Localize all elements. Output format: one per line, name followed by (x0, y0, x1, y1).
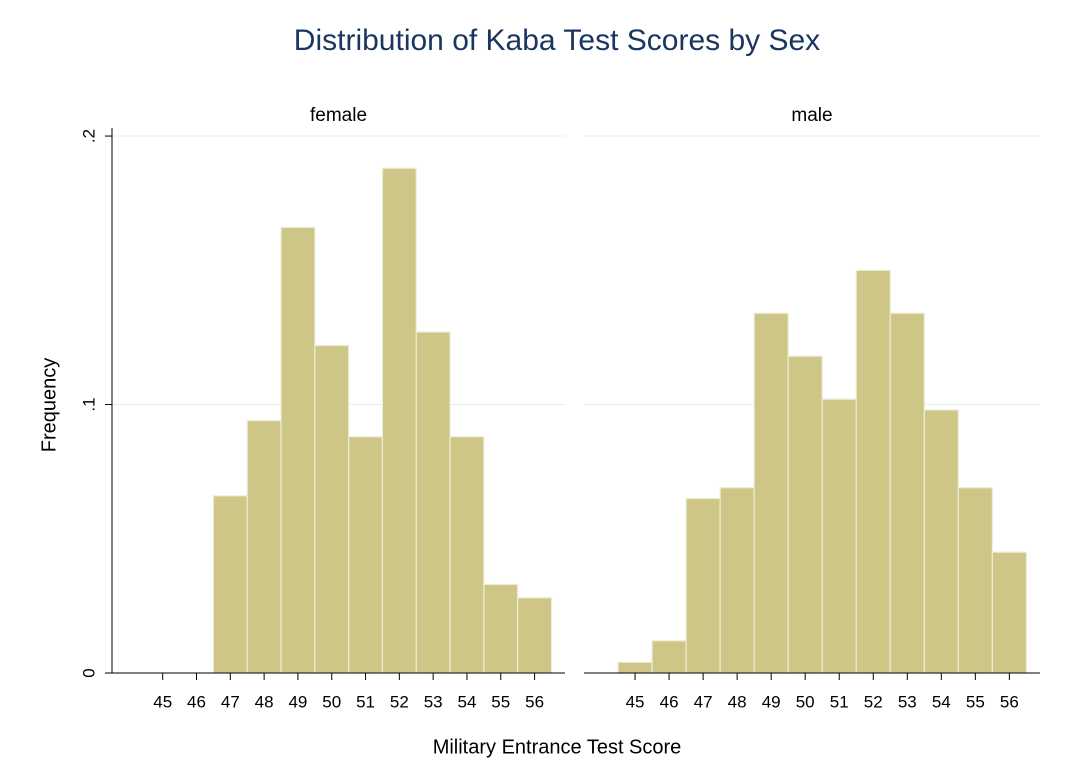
x-tick-label: 55 (491, 692, 510, 711)
x-tick-label: 51 (356, 692, 375, 711)
bar (415, 331, 451, 674)
x-tick-label: 53 (898, 692, 917, 711)
x-axis-label: Military Entrance Test Score (433, 736, 682, 758)
y-tick-label: .2 (79, 129, 98, 143)
x-tick-label: 52 (390, 692, 409, 711)
x-tick-label: 54 (932, 692, 951, 711)
x-tick-label: 55 (966, 692, 985, 711)
y-tick-label: 0 (79, 668, 98, 677)
chart-title: Distribution of Kaba Test Scores by Sex (294, 24, 820, 57)
x-tick-label: 50 (322, 692, 341, 711)
bar (923, 409, 959, 674)
x-tick-label: 47 (694, 692, 713, 711)
x-tick-label: 56 (525, 692, 544, 711)
x-tick-label: 49 (288, 692, 307, 711)
x-tick-label: 45 (153, 692, 172, 711)
x-tick-label: 53 (424, 692, 443, 711)
bar (889, 312, 925, 674)
bar (991, 551, 1027, 674)
x-tick-label: 51 (830, 692, 849, 711)
x-tick-label: 50 (796, 692, 815, 711)
x-tick-label: 48 (728, 692, 747, 711)
bar (855, 269, 891, 674)
x-tick-label: 47 (221, 692, 240, 711)
x-tick-label: 46 (660, 692, 679, 711)
x-tick-label: 49 (762, 692, 781, 711)
bar (617, 661, 653, 674)
bar (280, 226, 316, 674)
x-tick-label: 52 (864, 692, 883, 711)
bar (651, 640, 687, 674)
bar (685, 497, 721, 674)
x-tick-label: 46 (187, 692, 206, 711)
panel-title: female (310, 105, 367, 126)
x-tick-label: 48 (255, 692, 274, 711)
x-tick-label: 54 (458, 692, 477, 711)
bar (483, 583, 519, 674)
bar (753, 312, 789, 674)
bar (821, 398, 857, 674)
x-tick-label: 45 (626, 692, 645, 711)
panel-title: male (791, 105, 832, 126)
bar (212, 495, 248, 674)
bar (314, 344, 350, 674)
y-tick-label: .1 (79, 397, 98, 411)
y-axis-label: Frequency (38, 358, 60, 453)
bar (449, 436, 485, 674)
x-tick-label: 56 (1000, 692, 1019, 711)
bar (957, 487, 993, 674)
bar (246, 420, 282, 674)
bar (381, 167, 417, 674)
bar (787, 355, 823, 674)
bar (517, 597, 553, 674)
bar (719, 487, 755, 674)
bar (348, 436, 384, 674)
